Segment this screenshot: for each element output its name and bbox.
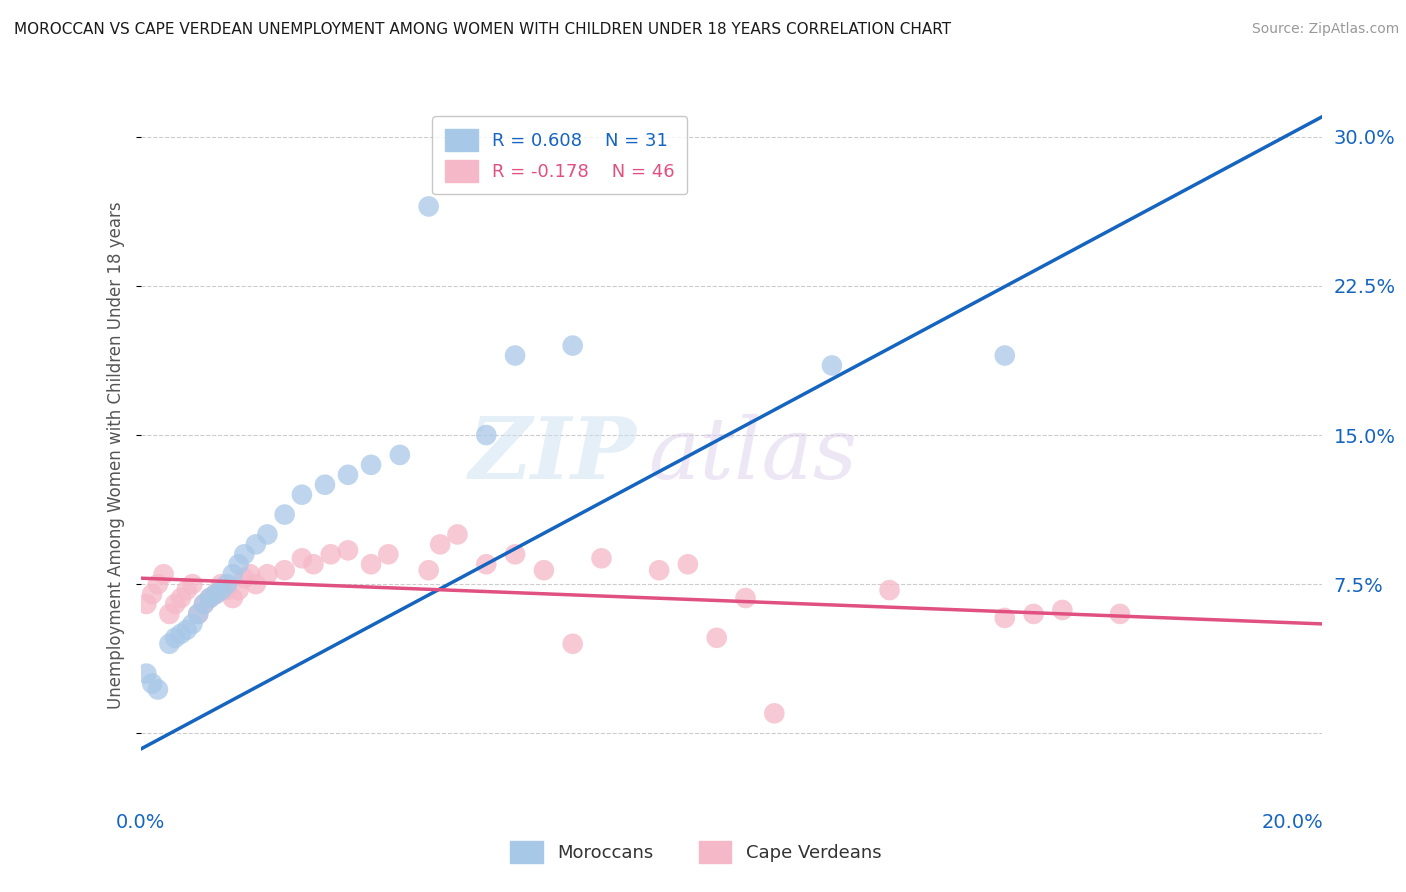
Point [1052, 603, 1074, 617]
Point [198, 591, 221, 605]
Point [475, 558, 498, 572]
Point [135, 597, 157, 611]
Point [360, 458, 382, 472]
Point [994, 611, 1017, 625]
Point [676, 558, 699, 572]
Point [377, 547, 399, 561]
Point [763, 706, 786, 721]
Point [176, 623, 198, 637]
Text: MOROCCAN VS CAPE VERDEAN UNEMPLOYMENT AMONG WOMEN WITH CHILDREN UNDER 18 YEARS C: MOROCCAN VS CAPE VERDEAN UNEMPLOYMENT AM… [14, 22, 952, 37]
Point [228, 583, 250, 598]
Point [994, 349, 1017, 363]
Point [388, 448, 411, 462]
Point [215, 577, 238, 591]
Point [228, 558, 250, 572]
Point [291, 551, 314, 566]
Point [734, 591, 756, 605]
Point [170, 627, 193, 641]
Point [1109, 607, 1132, 621]
Point [165, 597, 187, 611]
Point [141, 587, 163, 601]
Point [222, 591, 245, 605]
Point [233, 571, 256, 585]
Point [157, 607, 180, 621]
Point [135, 666, 157, 681]
Point [233, 547, 256, 561]
Point [273, 508, 295, 522]
Point [561, 338, 583, 352]
Point [165, 631, 187, 645]
Point [215, 583, 238, 598]
Point [1022, 607, 1045, 621]
Point [176, 583, 198, 598]
Point [319, 547, 342, 561]
Point [879, 583, 901, 598]
Text: Source: ZipAtlas.com: Source: ZipAtlas.com [1251, 22, 1399, 37]
Point [561, 637, 583, 651]
Point [187, 607, 209, 621]
Point [193, 597, 215, 611]
Point [256, 527, 278, 541]
Point [209, 583, 232, 598]
Point [239, 567, 262, 582]
Point [141, 676, 163, 690]
Point [337, 543, 360, 558]
Text: ZIP: ZIP [468, 413, 637, 497]
Text: atlas: atlas [648, 414, 858, 496]
Point [181, 616, 204, 631]
Point [204, 587, 226, 601]
Point [146, 682, 169, 697]
Point [245, 537, 267, 551]
Point [245, 577, 267, 591]
Point [146, 577, 169, 591]
Point [821, 359, 844, 373]
Y-axis label: Unemployment Among Women with Children Under 18 years: Unemployment Among Women with Children U… [107, 201, 125, 709]
Point [256, 567, 278, 582]
Point [157, 637, 180, 651]
Point [222, 567, 245, 582]
Point [187, 607, 209, 621]
Point [204, 587, 226, 601]
Point [152, 567, 174, 582]
Point [193, 597, 215, 611]
Point [503, 547, 526, 561]
Point [291, 488, 314, 502]
Point [648, 563, 671, 577]
Point [475, 428, 498, 442]
Point [337, 467, 360, 482]
Point [418, 563, 440, 577]
Point [446, 527, 468, 541]
Point [429, 537, 451, 551]
Point [314, 477, 336, 491]
Point [198, 591, 221, 605]
Point [209, 577, 232, 591]
Point [273, 563, 295, 577]
Point [706, 631, 728, 645]
Point [503, 349, 526, 363]
Point [533, 563, 555, 577]
Legend: Moroccans, Cape Verdeans: Moroccans, Cape Verdeans [499, 830, 891, 874]
Point [170, 591, 193, 605]
Point [181, 577, 204, 591]
Point [591, 551, 613, 566]
Point [360, 558, 382, 572]
Point [302, 558, 325, 572]
Point [418, 199, 440, 213]
